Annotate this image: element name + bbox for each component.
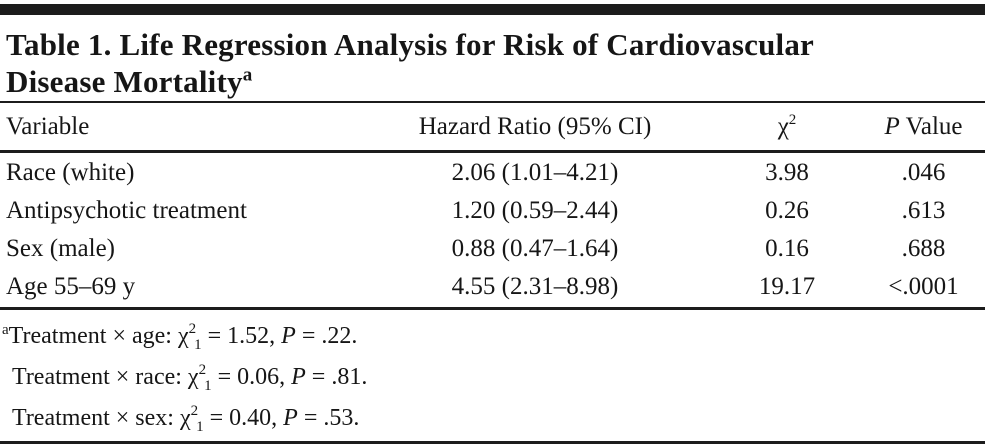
footnote-text: = 0.06, [211,364,292,390]
footnote-text: = .22. [295,323,358,349]
cell-chi-square: 3.98 [765,159,809,186]
table-title-line1: Table 1. Life Regression Analysis for Ri… [6,27,815,62]
table-header-row: Variable Hazard Ratio (95% CI) χ2 P Valu… [0,103,985,150]
chi-df-subscript: 1 [194,337,202,353]
title-superscript: a [242,64,253,86]
table-row: Sex (male) 0.88 (0.47–1.64) 0.16 .688 [0,230,985,268]
title-divider-rule [0,101,985,103]
cell-p-value: .613 [901,197,946,224]
p-symbol: P [283,405,298,431]
column-header-p-value: P Value [872,113,985,141]
cell-chi-square: 0.16 [765,235,809,262]
p-symbol: P [291,364,306,390]
cell-hazard-ratio: 0.88 (0.47–1.64) [451,235,619,262]
chi-symbol: χ [179,405,191,431]
cell-chi-square: 19.17 [758,273,816,300]
cell-hazard-ratio: 2.06 (1.01–4.21) [451,159,619,186]
footnote-text: = .81. [305,364,368,390]
chi-df-subscript: 1 [196,419,204,435]
footnote-marker: a [2,322,9,338]
chi-exponent: 2 [190,403,199,419]
p-value-label: Value [899,112,963,140]
chi-exponent: 2 [188,321,197,337]
cell-p-value: <.0001 [888,273,959,300]
cell-variable: Race (white) [6,159,135,186]
table-title-line2: Disease Mortality [6,64,243,99]
chi-symbol: χ [777,112,789,140]
cell-hazard-ratio: 1.20 (0.59–2.44) [451,197,619,224]
table-row: Antipsychotic treatment 1.20 (0.59–2.44)… [0,192,985,230]
p-symbol: P [281,323,296,349]
header-divider-rule [0,150,985,153]
cell-hazard-ratio: 4.55 (2.31–8.98) [451,273,619,300]
column-header-hazard-ratio: Hazard Ratio (95% CI) [418,112,652,140]
chi-exponent: 2 [788,111,797,128]
cell-variable: Age 55–69 y [6,273,136,300]
table-row: Age 55–69 y 4.55 (2.31–8.98) 19.17 <.000… [0,268,985,306]
cell-p-value: .046 [901,159,946,186]
column-header-chi-square: χ2 [702,111,872,141]
footnote-treatment-age: aTreatment × age: χ21 = 1.52, P = .22. [2,317,985,358]
footnote-text: = .53. [297,405,360,431]
cell-chi-square: 0.26 [765,197,809,224]
footnote-text: Treatment × age: [8,323,178,349]
chi-exponent: 2 [198,362,207,378]
table-title: Table 1. Life Regression Analysis for Ri… [0,15,985,101]
p-symbol: P [884,112,900,140]
chi-symbol: χ [187,364,199,390]
body-divider-rule [0,307,985,310]
table-row: Race (white) 2.06 (1.01–4.21) 3.98 .046 [0,154,985,192]
footnote-treatment-race: Treatment × race: χ21 = 0.06, P = .81. [2,358,985,399]
cell-variable: Antipsychotic treatment [6,197,247,224]
footnote-text: Treatment × sex: [12,405,180,431]
column-header-variable: Variable [6,112,90,140]
cell-p-value: .688 [901,235,946,262]
table-footnotes: aTreatment × age: χ21 = 1.52, P = .22. T… [0,310,985,440]
table-top-bar [0,4,985,15]
footnote-text: = 0.40, [203,405,284,431]
chi-symbol: χ [177,323,189,349]
chi-df-subscript: 1 [204,378,212,394]
footnote-text: Treatment × race: [12,364,188,390]
table-body: Race (white) 2.06 (1.01–4.21) 3.98 .046 … [0,153,985,307]
footnote-text: = 1.52, [201,323,282,349]
footnote-treatment-sex: Treatment × sex: χ21 = 0.40, P = .53. [2,399,985,440]
cell-variable: Sex (male) [6,235,115,262]
